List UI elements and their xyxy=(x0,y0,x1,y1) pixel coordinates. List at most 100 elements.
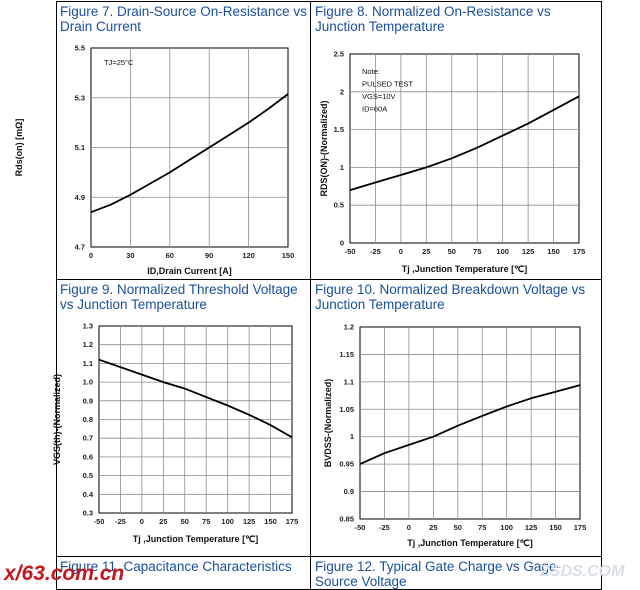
figure-10-title-line1: Figure 10. Normalized Breakdown Voltage … xyxy=(315,282,586,297)
x-axis-label: ID,Drain Current [A] xyxy=(147,266,232,276)
y-tick-label: 5.1 xyxy=(75,143,85,152)
figure-8-chart: -50 -25 0 25 50 75 100 125 150 175 0 0.5 1 1.5 2 2.5 Tj … xyxy=(319,50,585,275)
y-axis-label: RDS(ON)-(Normalized) xyxy=(319,100,329,196)
y-tick-label: 0.85 xyxy=(339,515,354,524)
x-tick-label: 50 xyxy=(454,523,462,532)
y-tick-label: 1.1 xyxy=(83,359,93,368)
y-axis-label: VGS(th)-(Normalized) xyxy=(52,374,62,465)
figure-12-title: Figure 12. Typical Gate Charge vs Gage- … xyxy=(315,559,561,589)
y-tick-label: 0.8 xyxy=(83,415,93,424)
figure-7-title-line2: Drain Current xyxy=(60,19,142,34)
x-tick-label: -25 xyxy=(370,247,381,256)
x-tick-label: 100 xyxy=(221,517,234,526)
x-tick-label: -50 xyxy=(345,247,356,256)
x-tick-label: 0 xyxy=(89,251,93,260)
y-tick-label: 0.3 xyxy=(83,509,93,518)
x-axis-label: Tj ,Junction Temperature [℃] xyxy=(133,534,258,544)
x-tick-label: -25 xyxy=(379,523,390,532)
series-line xyxy=(98,358,293,439)
y-tick-label: 4.9 xyxy=(75,193,85,202)
x-axis-label: Tj ,Junction Temperature [℃] xyxy=(407,538,532,548)
x-tick-label: 0 xyxy=(399,247,403,256)
figure-8-title: Figure 8. Normalized On-Resistance vs Ju… xyxy=(315,4,551,34)
x-tick-label: 75 xyxy=(478,523,486,532)
x-tick-label: 150 xyxy=(282,251,295,260)
y-tick-label: 1.2 xyxy=(83,340,93,349)
y-tick-label: 1.2 xyxy=(344,323,354,332)
x-tick-label: 25 xyxy=(159,517,167,526)
x-tick-label: 175 xyxy=(573,247,586,256)
x-tick-label: 125 xyxy=(243,517,256,526)
figure-10-chart: -50 -25 0 25 50 75 100 125 150 175 0.85 0.9 0.95 1 1.0… xyxy=(323,323,586,549)
figure-10-title: Figure 10. Normalized Breakdown Voltage … xyxy=(315,282,585,312)
y-tick-label: 5.3 xyxy=(75,93,85,102)
x-axis-label: Tj ,Junction Temperature [℃] xyxy=(402,264,527,274)
series-line xyxy=(359,384,581,465)
x-tick-label: 150 xyxy=(549,523,562,532)
chart-annotation: TJ=25°C xyxy=(104,58,134,67)
y-tick-label: 0.9 xyxy=(83,396,93,405)
plot-frame xyxy=(359,326,581,520)
y-tick-label: 2.5 xyxy=(334,50,344,59)
x-tick-label: -50 xyxy=(355,523,366,532)
y-tick-label: 2 xyxy=(340,87,344,96)
y-tick-label: 1.1 xyxy=(344,377,354,386)
figure-7-chart: 0 30 60 90 120 150 4.7 4.9 5.1 5.3 5.5 ID,Drain Cur… xyxy=(14,44,294,277)
watermark-right: ZSDS.COM xyxy=(540,563,625,580)
y-tick-label: 1.05 xyxy=(339,405,354,414)
x-tick-label: 125 xyxy=(525,523,538,532)
figure-10-title-line2: Junction Temperature xyxy=(315,297,445,312)
x-tick-label: -25 xyxy=(115,517,126,526)
x-tick-label: 30 xyxy=(126,251,134,260)
x-tick-label: 25 xyxy=(422,247,430,256)
x-tick-label: 90 xyxy=(205,251,213,260)
y-tick-label: 0.5 xyxy=(83,471,93,480)
figure-8-title-line1: Figure 8. Normalized On-Resistance vs xyxy=(315,4,551,19)
series-line xyxy=(349,95,580,191)
y-tick-label: 1.5 xyxy=(334,125,344,134)
figure-12-title-line2: Source Voltage xyxy=(315,574,407,589)
y-axis-label: Rds(on) [mΩ] xyxy=(14,119,24,177)
x-tick-label: 60 xyxy=(166,251,174,260)
y-tick-label: 0.6 xyxy=(83,452,93,461)
y-tick-label: 0 xyxy=(340,239,344,248)
figure-9-title: Figure 9. Normalized Threshold Voltage v… xyxy=(60,282,298,312)
figure-12-title-line1: Figure 12. Typical Gate Charge vs Gage- xyxy=(315,559,561,574)
x-tick-label: 0 xyxy=(140,517,144,526)
figure-8-title-line2: Junction Temperature xyxy=(315,19,445,34)
plot-frame xyxy=(349,53,580,244)
x-tick-label: 150 xyxy=(547,247,560,256)
x-tick-label: 0 xyxy=(407,523,411,532)
figure-11-title: Figure 11. Capacitance Characteristics xyxy=(60,559,292,574)
y-tick-label: 0.95 xyxy=(339,460,354,469)
figure-7-title-line1: Figure 7. Drain-Source On-Resistance vs xyxy=(60,4,307,19)
x-tick-label: 120 xyxy=(242,251,255,260)
y-tick-label: 0.7 xyxy=(83,434,93,443)
figure-9-chart: -50 -25 0 25 50 75 100 125 150 175 0.3 0.4 0.5 0.6 0.7… xyxy=(52,322,298,545)
series-line xyxy=(90,93,289,214)
x-tick-label: 50 xyxy=(181,517,189,526)
y-tick-label: 1.15 xyxy=(339,350,354,359)
x-tick-label: -50 xyxy=(94,517,105,526)
y-tick-label: 0.5 xyxy=(334,201,344,210)
x-tick-label: 25 xyxy=(429,523,437,532)
watermark-left: x/63.com.cn xyxy=(4,562,125,585)
y-tick-label: 1 xyxy=(340,163,344,172)
figure-9-title-line1: Figure 9. Normalized Threshold Voltage xyxy=(60,282,298,297)
y-tick-label: 1.3 xyxy=(83,322,93,331)
chart-annotation: ID=60A xyxy=(362,105,387,114)
x-tick-label: 75 xyxy=(473,247,481,256)
x-tick-label: 175 xyxy=(286,517,299,526)
x-tick-label: 125 xyxy=(522,247,535,256)
x-tick-label: 150 xyxy=(264,517,277,526)
y-tick-label: 1 xyxy=(350,432,354,441)
figure-7-title: Figure 7. Drain-Source On-Resistance vs … xyxy=(60,4,307,34)
chart-annotation: VGS=10V xyxy=(362,92,396,101)
chart-annotation: Note: xyxy=(362,67,380,76)
y-tick-label: 4.7 xyxy=(75,243,85,252)
figure-9-title-line2: vs Junction Temperature xyxy=(60,297,207,312)
y-tick-label: 5.5 xyxy=(75,44,85,53)
y-axis-label: BVDSS-(Normalized) xyxy=(323,379,333,468)
x-tick-label: 100 xyxy=(500,523,513,532)
